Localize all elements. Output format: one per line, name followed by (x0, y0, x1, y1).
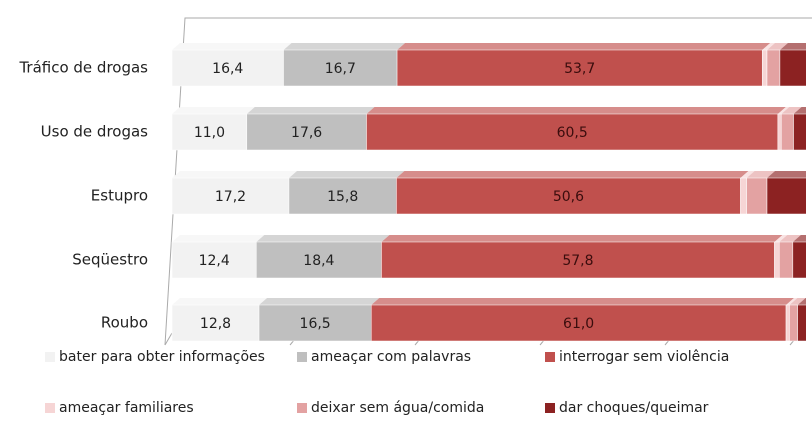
bar-segment (283, 49, 398, 87)
bar-segment (171, 304, 260, 342)
bar-segment (766, 49, 781, 87)
bar-segment (774, 241, 780, 279)
bar-segment (746, 177, 768, 215)
bar-top (797, 298, 806, 305)
legend-label: ameaçar familiares (59, 400, 194, 416)
bar-top (172, 43, 292, 50)
bar-top (774, 235, 788, 242)
legend-swatch (545, 352, 555, 362)
bar-top (172, 235, 265, 242)
value-label: 12,8 (200, 316, 231, 332)
bar-segment (792, 241, 806, 279)
bar-top (172, 107, 255, 114)
bar-top (789, 298, 806, 305)
bar-top (259, 298, 380, 305)
bar-top (381, 235, 783, 242)
bar-segment (258, 304, 372, 342)
bar-top (283, 43, 406, 50)
bar-top (779, 43, 806, 50)
bar-segment (778, 241, 794, 279)
bar-segment (785, 304, 790, 342)
bar-top (256, 235, 390, 242)
value-label: 16,5 (300, 316, 331, 332)
bar-segment (171, 113, 248, 151)
bar-top (172, 298, 268, 305)
legend-swatch (297, 403, 307, 413)
bar-segment (396, 177, 741, 215)
category-label: Estupro (91, 187, 148, 205)
bar-segment (171, 177, 290, 215)
value-label: 16,4 (212, 61, 243, 77)
bar-segment (797, 304, 806, 342)
category-label: Roubo (101, 314, 148, 332)
legend-label: dar choques/queimar (559, 400, 709, 416)
legend: bater para obter informações ameaçar com … (45, 349, 729, 416)
category-label: Seqüestro (72, 251, 148, 269)
bar-top (246, 107, 375, 114)
bar-segment (793, 113, 806, 151)
value-label: 17,6 (291, 125, 322, 141)
bar-top (777, 107, 790, 114)
legend-swatch (545, 403, 555, 413)
bar-segment (766, 177, 806, 215)
legend-label: bater para obter informações (59, 349, 265, 365)
bar-top (172, 171, 297, 178)
bar-segment (171, 241, 257, 279)
bar-top (288, 171, 405, 178)
bar-segment (381, 241, 775, 279)
bar-segment (256, 241, 382, 279)
value-label: 16,7 (325, 61, 356, 77)
legend-label: interrogar sem violência (559, 349, 729, 365)
bar-segment (396, 49, 763, 87)
bar-segment (761, 49, 768, 87)
bar-top (366, 107, 786, 114)
value-label: 50,6 (553, 189, 584, 205)
legend-label: deixar sem água/comida (311, 400, 484, 416)
bar-top (397, 43, 771, 50)
value-label: 53,7 (564, 61, 595, 77)
bar-top (786, 298, 798, 305)
legend-label: ameaçar com palavras (311, 349, 471, 365)
bar-segment (740, 177, 747, 215)
bar-segment (781, 113, 794, 151)
category-label: Tráfico de drogas (18, 59, 148, 77)
bar-top (767, 171, 806, 178)
bar-top (371, 298, 795, 305)
bar-segment (779, 49, 806, 87)
category-label: Uso de drogas (41, 123, 149, 141)
value-label: 11,0 (194, 125, 225, 141)
value-label: 17,2 (215, 189, 246, 205)
value-label: 57,8 (562, 253, 593, 269)
legend-swatch (45, 403, 55, 413)
value-label: 15,8 (327, 189, 358, 205)
value-label: 12,4 (199, 253, 230, 269)
bar-top (746, 171, 775, 178)
legend-swatch (297, 352, 307, 362)
bar-segment (288, 177, 397, 215)
bar-segment (777, 113, 782, 151)
bar-segment (246, 113, 367, 151)
bar-top (779, 235, 801, 242)
bar-segment (366, 113, 779, 151)
bar-top (396, 171, 749, 178)
plot: 16,4 16,7 53,7 11,0 17,6 60,5 17,2 15,8 50,6 12,4… (171, 43, 806, 342)
bar-top (781, 107, 802, 114)
bar-top (767, 43, 788, 50)
bar-segment (370, 304, 787, 342)
bar-segment (171, 49, 284, 87)
bar-top (740, 171, 755, 178)
value-label: 60,5 (557, 125, 588, 141)
legend-swatch (45, 352, 55, 362)
bar-top (793, 107, 806, 114)
value-label: 61,0 (563, 316, 594, 332)
bar-top (792, 235, 806, 242)
bar-top (762, 43, 775, 50)
value-label: 18,4 (303, 253, 334, 269)
bar-segment (789, 304, 798, 342)
